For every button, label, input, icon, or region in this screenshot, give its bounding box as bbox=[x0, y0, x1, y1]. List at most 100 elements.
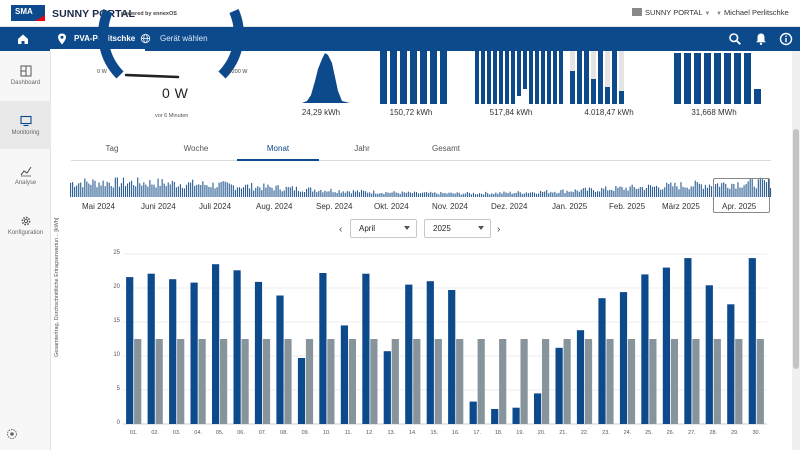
bar-expected[interactable] bbox=[134, 339, 142, 424]
bar-yield[interactable] bbox=[684, 258, 692, 424]
timeline-month-label[interactable]: Aug. 2024 bbox=[256, 202, 293, 211]
bar-yield[interactable] bbox=[319, 273, 327, 424]
bar-expected[interactable] bbox=[627, 339, 636, 424]
bar-yield[interactable] bbox=[727, 304, 735, 424]
bar-expected[interactable] bbox=[198, 339, 206, 424]
month-select[interactable]: April bbox=[350, 219, 417, 238]
timeline-overview-chart[interactable] bbox=[70, 177, 772, 197]
bar-expected[interactable] bbox=[220, 339, 228, 424]
bar-expected[interactable] bbox=[413, 339, 421, 424]
bar-yield[interactable] bbox=[534, 393, 542, 424]
bar-expected[interactable] bbox=[177, 339, 185, 424]
bar-yield[interactable] bbox=[362, 273, 370, 424]
timeline-month-label[interactable]: Feb. 2025 bbox=[609, 202, 646, 211]
timeline-month-label[interactable]: Nov. 2024 bbox=[432, 202, 468, 211]
bar-yield[interactable] bbox=[748, 258, 756, 424]
bar-yield[interactable] bbox=[576, 330, 585, 424]
timeline-month-label[interactable]: Sep. 2024 bbox=[316, 202, 353, 211]
bar-expected[interactable] bbox=[284, 339, 292, 424]
bar-yield[interactable] bbox=[340, 325, 348, 424]
nav-plant-tab[interactable]: PVA-Perlitschke bbox=[50, 27, 146, 51]
timeline-month-label[interactable]: Juli 2024 bbox=[199, 202, 232, 211]
timeline-month-label[interactable]: Okt. 2024 bbox=[374, 202, 409, 211]
bar-expected[interactable] bbox=[563, 339, 571, 424]
bar-expected[interactable] bbox=[241, 339, 249, 424]
scrollbar-thumb[interactable] bbox=[793, 129, 799, 369]
tab-woche[interactable]: Woche bbox=[183, 144, 209, 153]
bar-expected[interactable] bbox=[305, 339, 314, 424]
tab-tag[interactable]: Tag bbox=[105, 144, 119, 153]
timeline-month-label[interactable]: Dez. 2024 bbox=[491, 202, 528, 211]
bar-expected[interactable] bbox=[584, 339, 593, 424]
bar-expected[interactable] bbox=[456, 339, 464, 424]
bar-expected[interactable] bbox=[348, 339, 356, 424]
bar-expected[interactable] bbox=[756, 339, 764, 424]
user-menu[interactable]: ▼ Michael Perlitschke bbox=[716, 8, 789, 17]
bar-yield[interactable] bbox=[383, 351, 391, 424]
bar-expected[interactable] bbox=[499, 339, 507, 424]
bar-expected[interactable] bbox=[692, 339, 700, 424]
year-select[interactable]: 2025 bbox=[424, 219, 491, 238]
bar-yield[interactable] bbox=[469, 401, 477, 424]
bar-yield[interactable] bbox=[405, 284, 413, 424]
bar-yield[interactable] bbox=[297, 358, 306, 424]
sidebar-item-konfiguration[interactable]: Konfiguration bbox=[0, 201, 51, 249]
bar-expected[interactable] bbox=[434, 339, 442, 424]
portal-switch[interactable]: SUNNY PORTAL ▼ bbox=[632, 8, 710, 17]
nav-device-tab[interactable]: Gerät wählen bbox=[140, 27, 208, 51]
bar-expected[interactable] bbox=[327, 339, 335, 424]
bar-expected[interactable] bbox=[477, 339, 485, 424]
info-icon[interactable] bbox=[779, 32, 793, 46]
bar-expected[interactable] bbox=[391, 339, 399, 424]
timeline-month-label[interactable]: März 2025 bbox=[662, 202, 700, 211]
bar-yield[interactable] bbox=[619, 292, 628, 424]
bar-yield[interactable] bbox=[512, 407, 520, 424]
next-month-button[interactable]: › bbox=[497, 224, 501, 235]
bar-expected[interactable] bbox=[735, 339, 743, 424]
bar-expected[interactable] bbox=[649, 339, 657, 424]
page-scrollbar[interactable] bbox=[792, 51, 800, 450]
bar-yield[interactable] bbox=[662, 267, 670, 424]
bar-yield[interactable] bbox=[190, 282, 198, 424]
bar-expected[interactable] bbox=[542, 339, 550, 424]
bar-yield[interactable] bbox=[212, 264, 220, 424]
bar-yield[interactable] bbox=[705, 285, 713, 424]
bar-yield[interactable] bbox=[254, 281, 263, 424]
feedback-icon[interactable] bbox=[6, 428, 18, 440]
tab-gesamt[interactable]: Gesamt bbox=[431, 144, 460, 153]
sma-logo[interactable]: SMA bbox=[11, 5, 45, 21]
bar-yield[interactable] bbox=[448, 290, 456, 424]
bar-expected[interactable] bbox=[520, 339, 528, 424]
prev-month-button[interactable]: ‹ bbox=[339, 224, 343, 235]
bar-yield[interactable] bbox=[276, 295, 284, 425]
bar-expected[interactable] bbox=[155, 339, 163, 424]
bar-yield[interactable] bbox=[147, 273, 155, 424]
timeline-month-label[interactable]: Jan. 2025 bbox=[552, 202, 588, 211]
bar-yield[interactable] bbox=[426, 281, 434, 424]
timeline-selected-window[interactable] bbox=[713, 178, 770, 213]
bar-yield[interactable] bbox=[491, 409, 499, 424]
bar-yield[interactable] bbox=[598, 298, 606, 424]
home-icon[interactable] bbox=[16, 32, 30, 46]
bar-yield[interactable] bbox=[126, 277, 134, 424]
timeline-bar bbox=[210, 187, 212, 197]
bar-yield[interactable] bbox=[233, 270, 241, 424]
bar-expected[interactable] bbox=[262, 339, 271, 424]
timeline-month-label-selected[interactable]: Apr. 2025 bbox=[722, 202, 757, 211]
bar-yield[interactable] bbox=[555, 347, 563, 424]
timeline-month-label[interactable]: Mai 2024 bbox=[82, 202, 115, 211]
sidebar-item-dashboard[interactable]: Dashboard bbox=[0, 51, 51, 99]
bar-yield[interactable] bbox=[169, 279, 177, 424]
tab-jahr[interactable]: Jahr bbox=[354, 144, 370, 153]
tab-monat[interactable]: Monat bbox=[237, 139, 319, 161]
sidebar-item-analyse[interactable]: Analyse bbox=[0, 151, 51, 199]
bar-expected[interactable] bbox=[713, 339, 721, 424]
bar-expected[interactable] bbox=[606, 339, 614, 424]
bar-expected[interactable] bbox=[370, 339, 378, 424]
bar-expected[interactable] bbox=[670, 339, 678, 424]
timeline-month-label[interactable]: Juni 2024 bbox=[141, 202, 176, 211]
bell-icon[interactable] bbox=[754, 32, 768, 46]
search-icon[interactable] bbox=[728, 32, 742, 46]
bar-yield[interactable] bbox=[641, 274, 649, 424]
sidebar-item-monitoring[interactable]: Monitoring bbox=[0, 101, 51, 149]
